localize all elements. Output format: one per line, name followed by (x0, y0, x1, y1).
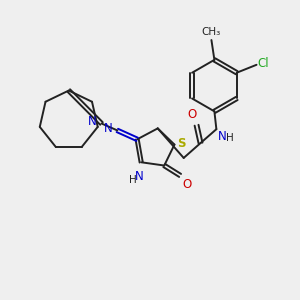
Text: Cl: Cl (257, 57, 269, 70)
Text: O: O (182, 178, 191, 191)
Text: N: N (103, 122, 112, 135)
Text: N: N (88, 115, 97, 128)
Text: H: H (226, 133, 234, 143)
Text: N: N (135, 170, 144, 183)
Text: CH₃: CH₃ (202, 27, 221, 37)
Text: H: H (129, 175, 137, 185)
Text: O: O (187, 108, 196, 121)
Text: S: S (177, 137, 186, 150)
Text: N: N (218, 130, 227, 143)
